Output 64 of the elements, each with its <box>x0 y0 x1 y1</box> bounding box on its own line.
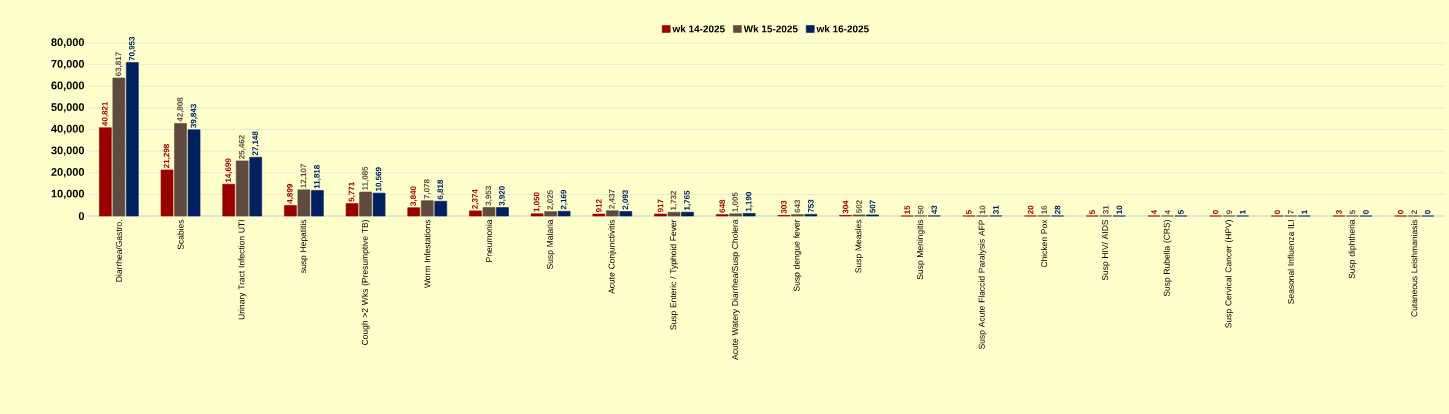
x-tick-label: Cough >2 Wks (Presumptive TB) <box>361 220 370 345</box>
bar <box>420 200 434 217</box>
bar <box>606 210 619 217</box>
x-tick-label: Seasonal Influenza ILI <box>1287 220 1294 304</box>
bar <box>544 211 557 217</box>
x-tick-label: Susp diphtheria <box>1348 219 1357 279</box>
bar <box>297 189 311 217</box>
bar <box>469 210 482 217</box>
y-tick-label: 20,000 <box>51 168 85 178</box>
x-tick-label: Worm Infestations <box>424 219 431 289</box>
x-tick-label: Acute Watery Diarrhea/Susp Cholera <box>731 219 740 360</box>
bar <box>174 123 187 217</box>
y-tick-label: 10,000 <box>51 189 85 200</box>
bar <box>496 207 509 217</box>
bar <box>434 200 448 217</box>
bar <box>530 213 544 217</box>
bar <box>359 191 372 217</box>
bar <box>372 192 386 217</box>
x-tick-label: Susp dengue fever <box>793 219 802 292</box>
x-tick-label: Pneumonia <box>485 219 493 262</box>
y-tick-label: 0 <box>78 212 85 220</box>
legend-label: wk 14-2025 <box>672 25 725 33</box>
y-tick-label: 70,000 <box>51 59 85 70</box>
y-tick-label: 30,000 <box>51 146 85 156</box>
bar <box>667 211 681 217</box>
x-tick-label: Urinary Tract Infection UTI <box>238 220 247 320</box>
legend-label: wk 16-2025 <box>816 25 869 33</box>
bar <box>187 129 201 217</box>
x-tick-label: Acute Conjunctivitis <box>608 219 617 294</box>
x-tick-label: susp Hepatitis <box>299 219 308 273</box>
x-tick-label: Susp Enteric / Typhoid Fever <box>670 219 678 330</box>
x-tick-label: Susp Meningitis <box>916 219 925 280</box>
y-tick-label: 50,000 <box>51 103 85 113</box>
bar <box>249 156 263 217</box>
bar <box>112 77 126 217</box>
y-tick-label: 80,000 <box>51 38 85 48</box>
x-tick-label: Susp Measles <box>855 219 863 273</box>
x-tick-label: Susp Acute Flaccid Paralysis AFP <box>978 219 987 350</box>
bar <box>284 205 297 217</box>
bar <box>311 190 324 217</box>
x-tick-label: Susp Cervical Cancer (HPV) <box>1225 220 1234 328</box>
bar <box>345 203 359 217</box>
x-tick-label: Diarrhea/Gastro. <box>115 220 122 282</box>
bar <box>235 160 249 217</box>
x-tick-label: Scabies <box>177 219 184 250</box>
x-tick-label: Cutaneous Leishmaniasis <box>1411 219 1418 317</box>
y-tick-label: 40,000 <box>51 124 85 135</box>
bar <box>99 127 112 217</box>
bar <box>222 183 236 217</box>
bar <box>126 62 139 217</box>
bar <box>407 207 421 217</box>
y-tick-label: 60,000 <box>51 81 85 91</box>
bar <box>482 207 496 217</box>
x-tick-label: Chicken Pox <box>1040 219 1048 268</box>
bar <box>619 211 633 217</box>
legend-label: Wk 15-2025 <box>743 25 798 33</box>
bar <box>681 211 694 217</box>
x-tick-label: Susp HIV/ AIDS <box>1101 219 1110 281</box>
x-tick-label: Susp Rubella (CRS) <box>1163 220 1172 297</box>
bar <box>742 213 756 217</box>
bar <box>160 169 174 217</box>
x-tick-label: Susp Malaria <box>546 219 555 270</box>
bar <box>557 211 571 217</box>
bar <box>729 213 742 217</box>
